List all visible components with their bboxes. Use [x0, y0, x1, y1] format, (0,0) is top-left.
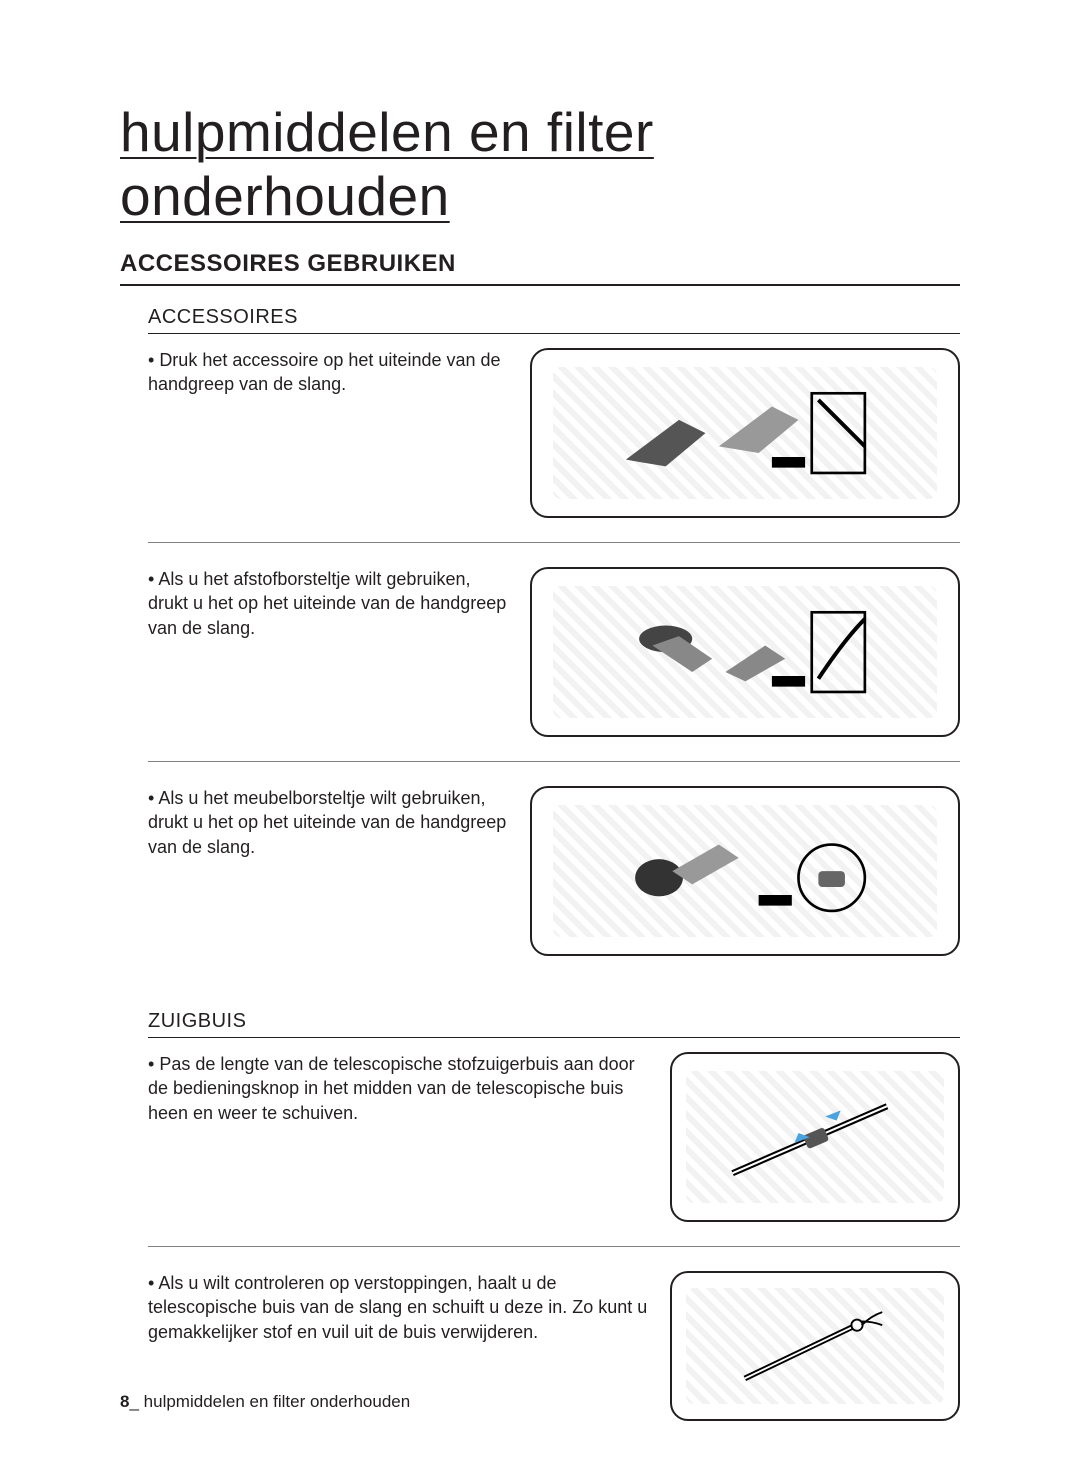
pipe-detach-icon — [712, 1299, 918, 1392]
subsection-accessoires: ACCESSOIRES — [148, 306, 960, 334]
subsection-zuigbuis: ZUIGBUIS — [148, 1010, 960, 1038]
illustration-placeholder — [686, 1288, 943, 1405]
accessory-item: Druk het accessoire op het uiteinde van … — [148, 348, 960, 543]
illustration-accessory-1 — [530, 348, 960, 518]
manual-page: hulpmiddelen en filter onderhouden ACCES… — [0, 0, 1080, 1472]
nozzle-icon — [592, 380, 899, 486]
accessory-text: Als u het meubelborsteltje wilt gebruike… — [148, 786, 530, 859]
footer-text: hulpmiddelen en filter onderhouden — [144, 1392, 411, 1411]
illustration-pipe-1 — [670, 1052, 960, 1222]
dust-brush-icon — [592, 599, 899, 705]
page-footer: 8_ hulpmiddelen en filter onderhouden — [120, 1392, 410, 1412]
illustration-accessory-3 — [530, 786, 960, 956]
accessory-item: Als u het afstofborsteltje wilt gebruike… — [148, 543, 960, 762]
illustration-placeholder — [553, 805, 936, 938]
telescopic-pipe-icon — [712, 1084, 918, 1190]
illustration-placeholder — [553, 586, 936, 719]
illustration-placeholder — [686, 1071, 943, 1204]
accessory-text: Druk het accessoire op het uiteinde van … — [148, 348, 530, 397]
illustration-placeholder — [553, 367, 936, 500]
accessory-text: Als u het afstofborsteltje wilt gebruike… — [148, 567, 530, 640]
page-title: hulpmiddelen en filter onderhouden — [120, 100, 960, 228]
illustration-accessory-2 — [530, 567, 960, 737]
pipe-item: Als u wilt controleren op verstoppingen,… — [148, 1247, 960, 1445]
illustration-pipe-2 — [670, 1271, 960, 1421]
pipe-text: Als u wilt controleren op verstoppingen,… — [148, 1271, 670, 1344]
upholstery-brush-icon — [592, 818, 899, 924]
section-heading: ACCESSOIRES GEBRUIKEN — [120, 250, 960, 286]
pipe-text: Pas de lengte van de telescopische stofz… — [148, 1052, 670, 1125]
footer-separator: _ — [129, 1392, 143, 1411]
pipe-item: Pas de lengte van de telescopische stofz… — [148, 1052, 960, 1247]
accessory-item: Als u het meubelborsteltje wilt gebruike… — [148, 762, 960, 980]
